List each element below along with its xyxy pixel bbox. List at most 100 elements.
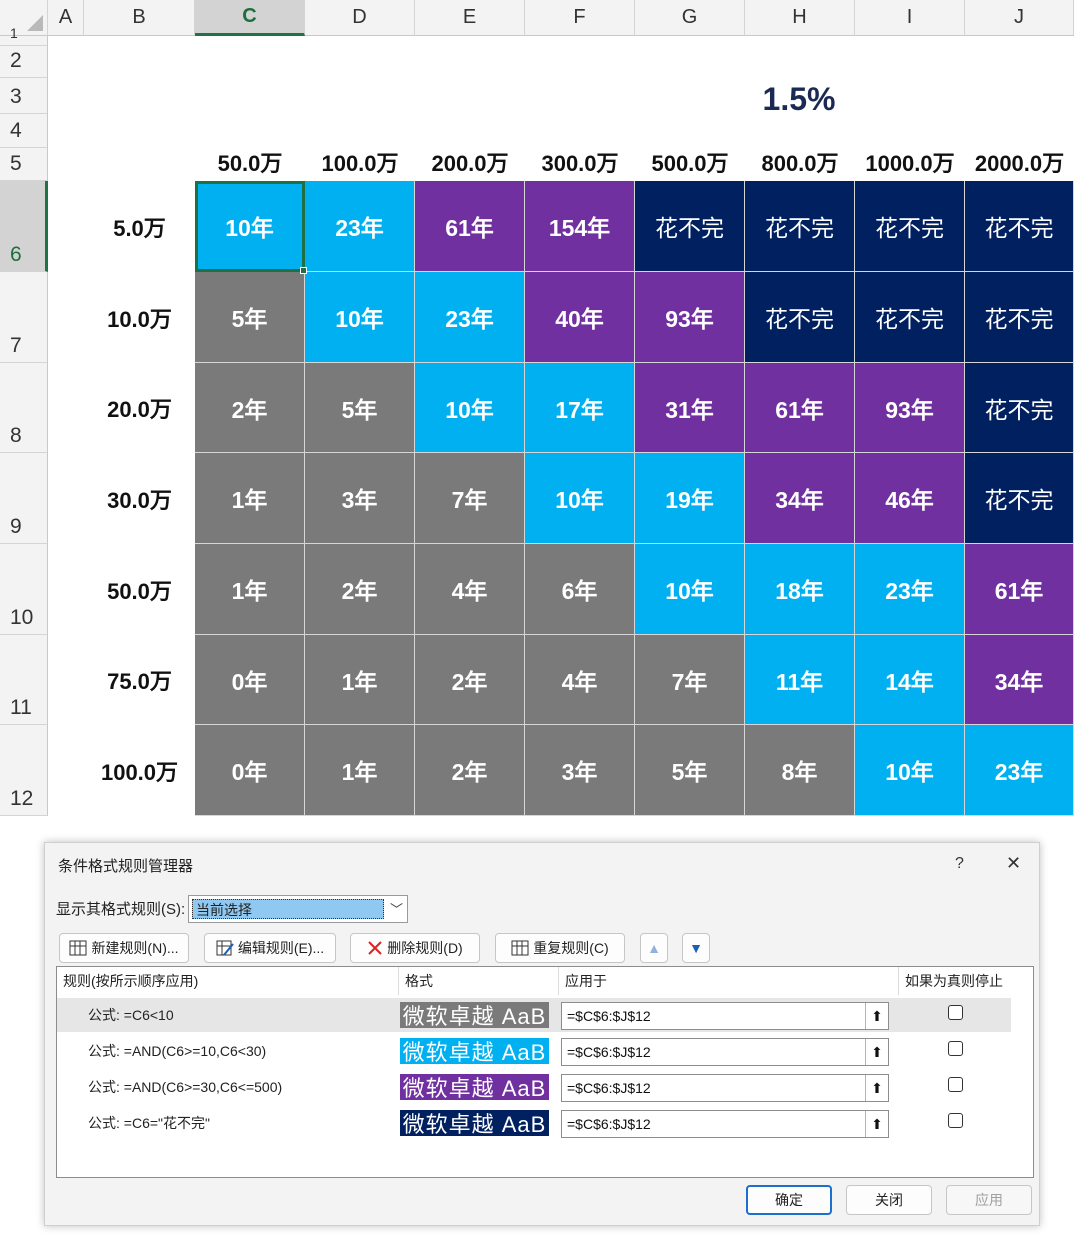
data-cell[interactable]: 93年 <box>855 363 965 453</box>
duplicate-rule-button[interactable]: 重复规则(C) <box>495 933 625 963</box>
data-cell[interactable]: 7年 <box>635 635 745 725</box>
rule-formula[interactable]: 公式: =C6<10 <box>88 1007 174 1023</box>
stop-if-true-checkbox[interactable] <box>948 1041 963 1056</box>
amount-header[interactable]: 300.0万 <box>541 151 619 176</box>
data-cell[interactable]: 61年 <box>415 181 525 272</box>
spending-label[interactable]: 20.0万 <box>107 397 172 422</box>
format-preview[interactable]: 微软卓越 AaB <box>400 1038 549 1065</box>
data-cell[interactable]: 11年 <box>745 635 855 725</box>
column-header-e[interactable]: E <box>415 0 525 36</box>
data-cell[interactable]: 6年 <box>525 544 635 635</box>
data-cell[interactable]: 2年 <box>415 725 525 816</box>
row-header-2[interactable]: 2 <box>0 46 48 78</box>
applies-to-field[interactable]: =$C$6:$J$12 ⬆ <box>561 1110 889 1138</box>
data-cell[interactable]: 10年 <box>195 181 305 272</box>
format-preview[interactable]: 微软卓越 AaB <box>400 1002 549 1029</box>
data-cell[interactable]: 花不完 <box>965 363 1074 453</box>
spending-label[interactable]: 50.0万 <box>107 578 172 604</box>
collapse-dialog-icon[interactable]: ⬆ <box>865 1111 888 1137</box>
column-header-b[interactable]: B <box>84 0 195 36</box>
applies-to-field[interactable]: =$C$6:$J$12 ⬆ <box>561 1038 889 1066</box>
data-cell[interactable]: 5年 <box>305 363 415 453</box>
format-preview[interactable]: 微软卓越 AaB <box>400 1074 549 1101</box>
data-cell[interactable]: 花不完 <box>855 272 965 363</box>
row-header-11[interactable]: 11 <box>0 635 48 725</box>
data-cell[interactable]: 23年 <box>305 181 415 272</box>
move-up-button[interactable]: ▲ <box>640 933 668 963</box>
data-cell[interactable]: 10年 <box>855 725 965 816</box>
data-cell[interactable]: 0年 <box>195 635 305 725</box>
data-cell[interactable]: 61年 <box>965 544 1074 635</box>
spending-label[interactable]: 100.0万 <box>100 759 179 785</box>
data-cell[interactable]: 19年 <box>635 453 745 544</box>
data-cell[interactable]: 1年 <box>305 635 415 725</box>
select-all-corner[interactable] <box>0 0 48 36</box>
stop-if-true-checkbox[interactable] <box>948 1005 963 1020</box>
data-cell[interactable]: 34年 <box>965 635 1074 725</box>
stop-if-true-checkbox[interactable] <box>948 1077 963 1092</box>
data-cell[interactable]: 1年 <box>195 544 305 635</box>
amount-header[interactable]: 50.0万 <box>217 151 283 176</box>
rule-formula[interactable]: 公式: =AND(C6>=30,C6<=500) <box>88 1079 283 1095</box>
help-button[interactable]: ? <box>955 855 964 872</box>
row-header-3[interactable]: 3 <box>0 78 48 114</box>
data-cell[interactable]: 23年 <box>965 725 1074 816</box>
data-cell[interactable]: 5年 <box>195 272 305 363</box>
data-cell[interactable]: 10年 <box>305 272 415 363</box>
rate-title[interactable]: 1.5% <box>762 80 836 117</box>
close-dialog-button[interactable]: ✕ <box>1006 853 1022 873</box>
applies-to-field[interactable]: =$C$6:$J$12 ⬆ <box>561 1002 889 1030</box>
data-cell[interactable]: 46年 <box>855 453 965 544</box>
data-cell[interactable]: 5年 <box>635 725 745 816</box>
new-rule-button[interactable]: 新建规则(N)... <box>59 933 189 963</box>
data-cell[interactable]: 4年 <box>415 544 525 635</box>
row-header-7[interactable]: 7 <box>0 272 48 363</box>
spending-label[interactable]: 10.0万 <box>107 306 172 332</box>
amount-header[interactable]: 200.0万 <box>431 151 509 176</box>
data-cell[interactable]: 61年 <box>745 363 855 453</box>
data-cell[interactable]: 17年 <box>525 363 635 453</box>
move-down-button[interactable]: ▼ <box>682 933 710 963</box>
delete-rule-button[interactable]: 删除规则(D) <box>350 933 480 963</box>
data-cell[interactable]: 40年 <box>525 272 635 363</box>
data-cell[interactable]: 10年 <box>525 453 635 544</box>
stop-if-true-checkbox[interactable] <box>948 1113 963 1128</box>
data-cell[interactable]: 2年 <box>195 363 305 453</box>
row-header-6[interactable]: 6 <box>0 181 48 272</box>
row-header-9[interactable]: 9 <box>0 453 48 544</box>
row-header-10[interactable]: 10 <box>0 544 48 635</box>
data-cell[interactable]: 23年 <box>415 272 525 363</box>
column-header-f[interactable]: F <box>525 0 635 36</box>
spending-label[interactable]: 75.0万 <box>107 669 172 694</box>
applies-to-field[interactable]: =$C$6:$J$12 ⬆ <box>561 1074 889 1102</box>
amount-header[interactable]: 1000.0万 <box>865 151 955 176</box>
column-header-a[interactable]: A <box>48 0 84 36</box>
data-cell[interactable]: 花不完 <box>965 272 1074 363</box>
data-cell[interactable]: 1年 <box>195 453 305 544</box>
apply-button[interactable]: 应用 <box>946 1185 1032 1215</box>
column-header-j[interactable]: J <box>965 0 1074 36</box>
data-cell[interactable]: 1年 <box>305 725 415 816</box>
data-cell[interactable]: 10年 <box>635 544 745 635</box>
column-header-g[interactable]: G <box>635 0 745 36</box>
data-cell[interactable]: 花不完 <box>745 272 855 363</box>
data-cell[interactable]: 3年 <box>305 453 415 544</box>
close-button[interactable]: 关闭 <box>846 1185 932 1215</box>
data-cell[interactable]: 23年 <box>855 544 965 635</box>
data-cell[interactable]: 花不完 <box>745 181 855 272</box>
data-cell[interactable]: 4年 <box>525 635 635 725</box>
data-cell[interactable]: 花不完 <box>635 181 745 272</box>
data-cell[interactable]: 18年 <box>745 544 855 635</box>
data-cell[interactable]: 3年 <box>525 725 635 816</box>
collapse-dialog-icon[interactable]: ⬆ <box>865 1039 888 1065</box>
column-header-h[interactable]: H <box>745 0 855 36</box>
fill-handle[interactable] <box>300 267 307 274</box>
data-cell[interactable]: 花不完 <box>965 453 1074 544</box>
ok-button[interactable]: 确定 <box>746 1185 832 1215</box>
edit-rule-button[interactable]: 编辑规则(E)... <box>204 933 336 963</box>
data-cell[interactable]: 154年 <box>525 181 635 272</box>
spending-label[interactable]: 5.0万 <box>113 215 166 241</box>
row-header-4[interactable]: 4 <box>0 114 48 148</box>
data-cell[interactable]: 8年 <box>745 725 855 816</box>
data-cell[interactable]: 花不完 <box>965 181 1074 272</box>
